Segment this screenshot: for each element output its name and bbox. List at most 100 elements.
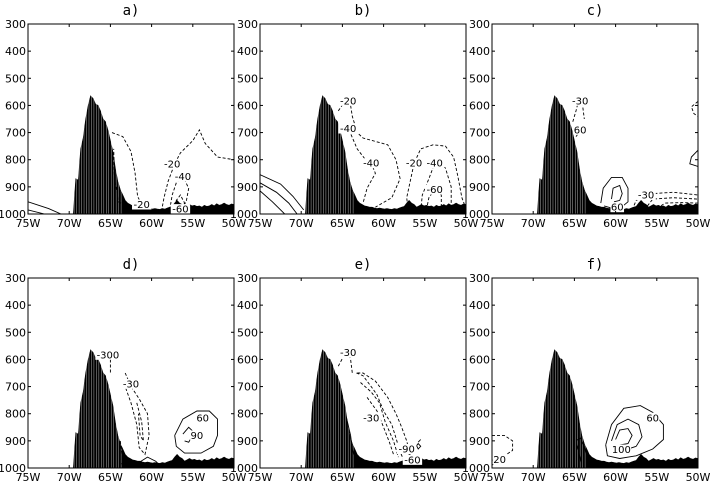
contour-line bbox=[124, 372, 150, 456]
y-tick-label: 300 bbox=[5, 272, 26, 285]
contour-label-bg bbox=[492, 454, 508, 465]
plot-frame bbox=[491, 23, 699, 215]
contour-label: 90 bbox=[191, 431, 204, 442]
contour-label-bg bbox=[195, 412, 210, 423]
contour-line bbox=[28, 209, 45, 214]
y-tick-label: 900 bbox=[5, 181, 26, 194]
y-tick-label: 400 bbox=[5, 45, 26, 58]
y-tick-label: 300 bbox=[469, 272, 490, 285]
panel-label: f) bbox=[587, 257, 604, 273]
contour-label-bg bbox=[162, 158, 182, 169]
contour-label: 60 bbox=[646, 413, 659, 424]
terrain-bars bbox=[536, 349, 698, 468]
x-tick-label: 50W bbox=[686, 471, 711, 482]
contour-label: 60 bbox=[574, 125, 587, 136]
contour-label-bg bbox=[424, 158, 445, 169]
y-tick-label: 700 bbox=[469, 127, 490, 140]
contour-line bbox=[346, 417, 356, 459]
y-tick-label: 600 bbox=[469, 99, 490, 112]
contour-label: -20 bbox=[134, 200, 150, 211]
y-tick-label: 900 bbox=[469, 181, 490, 194]
y-tick-label: 700 bbox=[469, 381, 490, 394]
contour-label: -30 bbox=[123, 379, 139, 390]
x-tick-label: 70W bbox=[57, 217, 82, 230]
y-tick-label: 400 bbox=[237, 299, 258, 312]
y-tick-label: 400 bbox=[237, 45, 258, 58]
x-tick-label: 55W bbox=[412, 471, 437, 482]
contour-label-bg bbox=[645, 412, 660, 423]
contour-label: -90 bbox=[399, 445, 415, 456]
contour-label-bg bbox=[396, 444, 417, 454]
contour-label: -40 bbox=[340, 124, 356, 135]
contour-label: -20 bbox=[490, 455, 506, 466]
contour-label: -30 bbox=[363, 413, 379, 424]
contour-label: -40 bbox=[427, 159, 443, 170]
terrain-bars bbox=[304, 95, 466, 214]
y-tick-label: 600 bbox=[237, 353, 258, 366]
y-tick-label: 800 bbox=[469, 408, 490, 421]
panel-label: e) bbox=[355, 257, 372, 273]
panel-label: c) bbox=[587, 3, 604, 19]
plot-area: -30 -30 -90-60 bbox=[304, 347, 466, 468]
plot-area: -20 -40 -40 -20 -40 -60 bbox=[260, 94, 466, 214]
contour-label-bg bbox=[361, 158, 381, 169]
x-tick-label: 65W bbox=[330, 217, 355, 230]
y-tick-label: 800 bbox=[5, 154, 26, 167]
contour-line bbox=[689, 149, 698, 167]
y-tick-label: 300 bbox=[5, 18, 26, 31]
y-tick-label: 800 bbox=[469, 154, 490, 167]
y-tick-label: 500 bbox=[469, 72, 490, 85]
y-tick-label: 1000 bbox=[0, 462, 26, 475]
x-tick-label: 65W bbox=[330, 471, 355, 482]
x-tick-label: 65W bbox=[98, 217, 123, 230]
contour-line bbox=[611, 184, 623, 203]
contour-line bbox=[416, 442, 422, 450]
contour-label: -20 bbox=[406, 159, 422, 170]
contour-line bbox=[605, 405, 664, 459]
x-tick-label: 60W bbox=[371, 471, 396, 482]
contour-line bbox=[690, 101, 698, 117]
plot-area: -300 -30 60 90 bbox=[72, 348, 234, 468]
contour-label: -30 bbox=[340, 348, 356, 359]
terrain-bars bbox=[72, 95, 234, 214]
contour-line bbox=[260, 174, 305, 211]
y-tick-label: 700 bbox=[5, 381, 26, 394]
panel-a: -20 -20 -40 -60 300 400 500 600 700 800 900 100075W… bbox=[0, 3, 247, 230]
x-tick-label: 55W bbox=[180, 471, 205, 482]
panel-b: -20 -40 -40 -20 -40 -60 300 400 500 600 700 800 900 1… bbox=[230, 3, 479, 230]
y-tick-label: 1000 bbox=[0, 208, 26, 221]
y-tick-label: 400 bbox=[5, 299, 26, 312]
contour-line bbox=[174, 410, 218, 454]
contour-label-bg bbox=[338, 95, 358, 106]
contour-label-bg bbox=[121, 378, 141, 389]
contour-line bbox=[174, 194, 186, 212]
contour-line bbox=[366, 397, 394, 455]
contour-label: -20 bbox=[164, 159, 180, 170]
contour-label: -30 bbox=[572, 96, 588, 107]
x-tick-label: 50W bbox=[222, 217, 247, 230]
contour-line bbox=[644, 197, 698, 211]
contour-line bbox=[360, 382, 399, 458]
contour-line bbox=[406, 144, 466, 212]
y-tick-label: 400 bbox=[469, 45, 490, 58]
contour-label: 60 bbox=[196, 413, 209, 424]
x-tick-label: 75W bbox=[248, 471, 273, 482]
x-tick-label: 65W bbox=[562, 471, 587, 482]
y-tick-label: 700 bbox=[237, 127, 258, 140]
y-tick-label: 600 bbox=[5, 353, 26, 366]
contour-line bbox=[119, 440, 126, 465]
panel-label: b) bbox=[355, 3, 372, 19]
y-tick-label: 500 bbox=[5, 72, 26, 85]
x-tick-label: 50W bbox=[454, 217, 479, 230]
contour-label-bg bbox=[170, 204, 191, 214]
contour-label-bg bbox=[404, 158, 424, 169]
contour-label-bg bbox=[570, 95, 590, 106]
panel-label: d) bbox=[123, 257, 140, 273]
x-tick-label: 70W bbox=[521, 217, 546, 230]
x-tick-label: 75W bbox=[248, 217, 273, 230]
x-tick-label: 65W bbox=[98, 471, 123, 482]
y-tick-label: 800 bbox=[237, 408, 258, 421]
contour-label-bg bbox=[636, 190, 656, 200]
contour-label: -60 bbox=[172, 205, 188, 216]
